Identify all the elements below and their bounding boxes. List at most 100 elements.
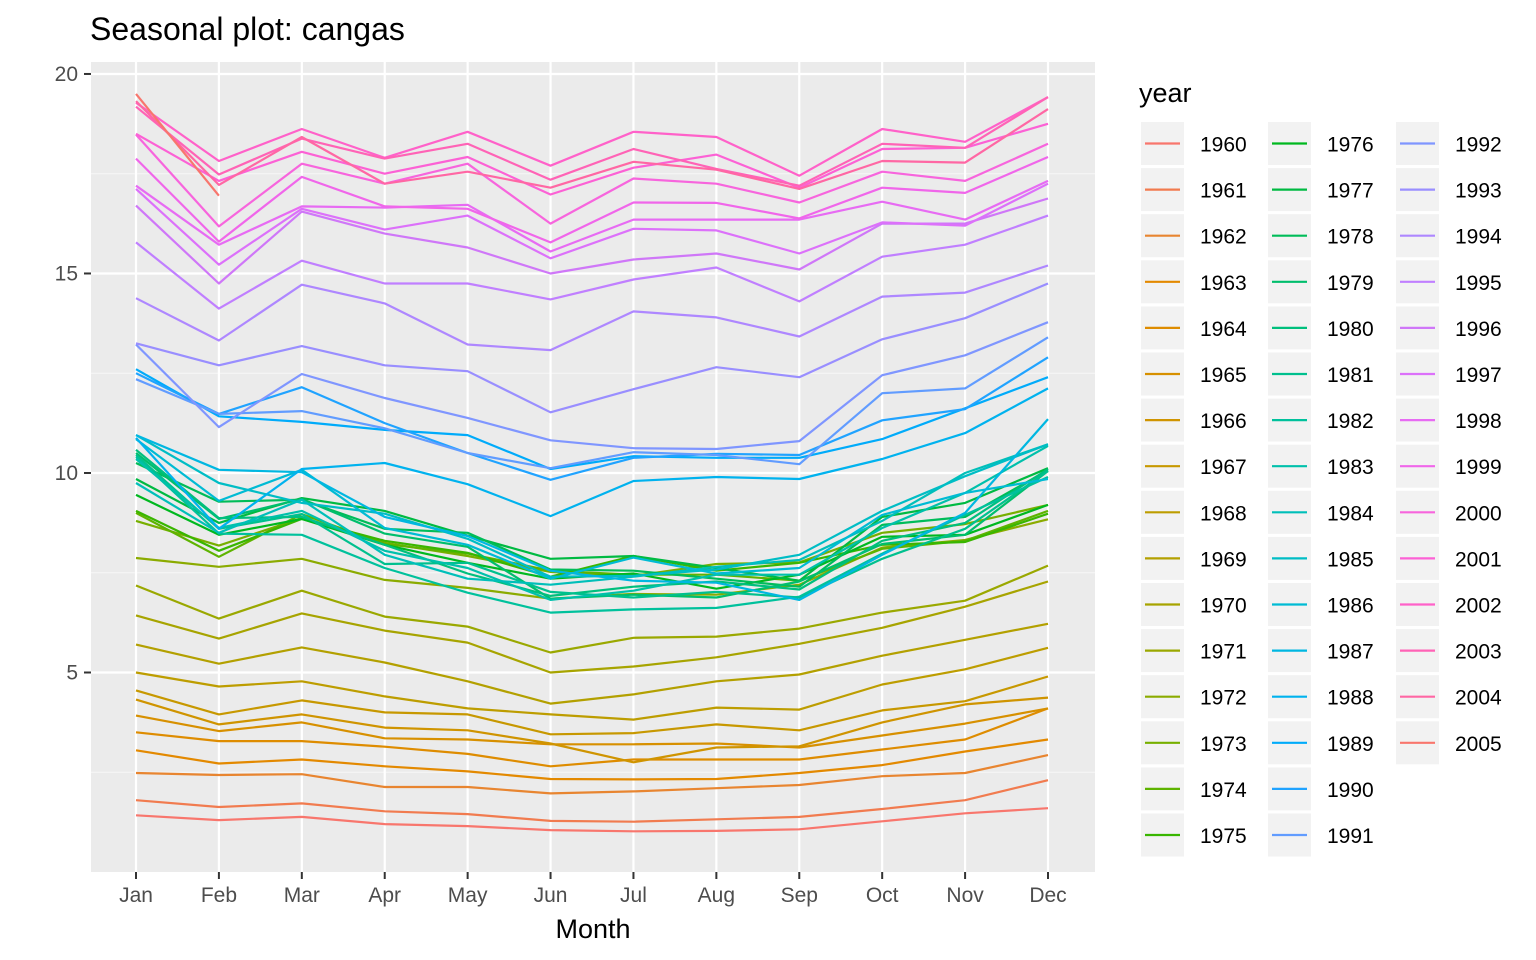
series-line-1995 — [135, 214, 1049, 310]
legend-label: 2005 — [1455, 733, 1502, 756]
x-tick-label-jul: Jul — [620, 884, 647, 907]
series-line-2002 — [135, 96, 1049, 177]
legend-label: 1976 — [1327, 134, 1374, 157]
series-line-1967 — [135, 675, 1049, 736]
legend-label: 1974 — [1200, 779, 1247, 802]
legend-item-1985: 1985 — [1268, 536, 1374, 580]
series-line-1994 — [135, 264, 1049, 352]
series-line-1969 — [135, 622, 1049, 705]
x-tick-label-jan: Jan — [119, 884, 153, 907]
legend-label: 1996 — [1455, 318, 1502, 341]
y-tick-label: 5 — [66, 661, 78, 684]
legend-label: 2000 — [1455, 502, 1502, 525]
series-line-1961 — [135, 779, 1049, 823]
series-line-1965 — [135, 707, 1049, 749]
legend-item-1991: 1991 — [1268, 813, 1374, 857]
x-tick-label-oct: Oct — [866, 884, 899, 907]
legend-label: 1991 — [1327, 825, 1374, 848]
chart-title: Seasonal plot: cangas — [90, 11, 405, 47]
legend-label: 1964 — [1200, 318, 1247, 341]
legend-item-1971: 1971 — [1141, 629, 1247, 673]
x-tick-label-mar: Mar — [284, 884, 320, 907]
legend-item-1972: 1972 — [1141, 675, 1247, 719]
legend-item-1978: 1978 — [1268, 214, 1374, 258]
legend-label: 1994 — [1455, 226, 1502, 249]
legend-item-1967: 1967 — [1141, 444, 1247, 488]
legend-item-1969: 1969 — [1141, 536, 1247, 580]
legend-item-1980: 1980 — [1268, 306, 1374, 350]
legend-item-1973: 1973 — [1141, 721, 1247, 765]
legend-label: 1965 — [1200, 364, 1247, 387]
plot-panel — [91, 62, 1095, 872]
series-line-1984 — [135, 443, 1049, 586]
legend-label: 1972 — [1200, 687, 1247, 710]
legend-item-2003: 2003 — [1396, 629, 1502, 673]
legend-item-1988: 1988 — [1268, 675, 1374, 719]
legend-item-1976: 1976 — [1268, 122, 1374, 165]
legend-label: 1992 — [1455, 134, 1502, 157]
legend-label: 1966 — [1200, 410, 1247, 433]
series-line-1992 — [135, 321, 1049, 451]
legend-label: 1970 — [1200, 595, 1247, 618]
series-line-1998 — [135, 179, 1049, 253]
series-line-1983 — [135, 444, 1049, 602]
x-tick-label-jun: Jun — [534, 884, 568, 907]
series-line-1990 — [135, 356, 1049, 481]
legend-item-1970: 1970 — [1141, 583, 1247, 626]
legend-item-1977: 1977 — [1268, 168, 1374, 212]
legend-label: 1989 — [1327, 733, 1374, 756]
legend-label: 1979 — [1327, 272, 1374, 295]
legend-item-1962: 1962 — [1141, 214, 1247, 258]
legend-item-2005: 2005 — [1396, 721, 1502, 765]
y-tick-label: 20 — [55, 63, 78, 86]
legend-item-1981: 1981 — [1268, 352, 1374, 396]
legend-label: 1971 — [1200, 641, 1247, 664]
series-line-1962 — [135, 754, 1049, 795]
legend-item-1997: 1997 — [1396, 352, 1502, 396]
series-line-1968 — [135, 646, 1049, 721]
x-tick-label-sep: Sep — [781, 884, 818, 907]
legend-item-1982: 1982 — [1268, 398, 1374, 442]
series-line-1999 — [135, 155, 1049, 244]
x-axis-title: Month — [555, 914, 630, 944]
y-axis: 5 10 15 20 — [55, 63, 91, 684]
legend-item-1975: 1975 — [1141, 813, 1247, 857]
legend-item-1966: 1966 — [1141, 398, 1247, 442]
x-tick-label-nov: Nov — [946, 884, 984, 907]
series-line-1997 — [135, 182, 1049, 266]
legend-label: 1967 — [1200, 456, 1247, 479]
legend-item-1964: 1964 — [1141, 306, 1247, 350]
legend-item-1960: 1960 — [1141, 122, 1247, 165]
legend-label: 1977 — [1327, 180, 1374, 203]
legend-item-1992: 1992 — [1396, 122, 1502, 165]
legend-item-2000: 2000 — [1396, 490, 1502, 534]
x-tick-label-aug: Aug — [698, 884, 735, 907]
legend-item-1968: 1968 — [1141, 490, 1247, 534]
legend-label: 1985 — [1327, 548, 1374, 571]
legend-label: 1961 — [1200, 180, 1247, 203]
legend-item-1984: 1984 — [1268, 490, 1374, 534]
legend-title: year — [1139, 78, 1192, 108]
legend-label: 1975 — [1200, 825, 1247, 848]
legend-item-2004: 2004 — [1396, 675, 1502, 719]
legend-item-1965: 1965 — [1141, 352, 1247, 396]
series-line-1989 — [135, 368, 1049, 471]
legend-item-1983: 1983 — [1268, 444, 1374, 488]
legend-label: 1960 — [1200, 134, 1247, 157]
legend-item-2001: 2001 — [1396, 536, 1502, 580]
y-tick-label: 10 — [55, 462, 78, 485]
legend-label: 1983 — [1327, 456, 1374, 479]
legend-item-1993: 1993 — [1396, 168, 1502, 212]
legend-label: 1981 — [1327, 364, 1374, 387]
legend-item-1961: 1961 — [1141, 168, 1247, 212]
legend-item-1996: 1996 — [1396, 306, 1502, 350]
series-line-2005 — [135, 93, 220, 197]
legend-label: 2004 — [1455, 687, 1502, 710]
series-line-1993 — [135, 282, 1049, 414]
legend-label: 1990 — [1327, 779, 1374, 802]
x-tick-label-may: May — [448, 884, 488, 907]
legend-label: 1984 — [1327, 502, 1374, 525]
major-gridlines — [91, 62, 1095, 872]
series-line-1964 — [135, 707, 1049, 768]
